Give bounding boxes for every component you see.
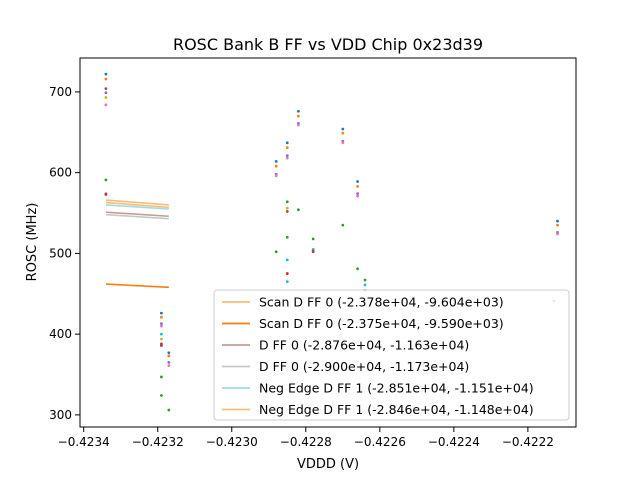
axes-frame: [79, 57, 577, 428]
scatter-point: [285, 154, 289, 158]
y-tick-label: 600: [49, 166, 72, 180]
scatter-point: [356, 184, 360, 188]
scatter-point: [296, 114, 300, 118]
scatter-point: [356, 192, 360, 196]
scatter-point: [285, 210, 289, 213]
scatter-point: [167, 408, 171, 412]
legend-box: [213, 289, 570, 421]
scatter-point: [285, 235, 289, 239]
scatter-point: [296, 208, 300, 212]
legend-label: Scan D FF 0 (-2.378e+04, -9.604e+03): [259, 295, 504, 310]
scatter-point: [296, 123, 300, 127]
scatter-point: [341, 131, 345, 135]
y-axis-ticks: 300 400 500 600 700: [49, 85, 80, 422]
x-tick-label: −0.4232: [132, 435, 184, 449]
scatter-point: [160, 322, 163, 326]
scatter-point: [167, 361, 171, 364]
x-axis-label: VDDD (V): [297, 457, 359, 472]
scatter-point: [160, 324, 163, 328]
y-axis-label: ROSC (MHz): [25, 203, 40, 282]
scatter-point: [556, 223, 559, 227]
scatter-point: [285, 206, 289, 210]
scatter-point: [160, 332, 163, 336]
scatter-point: [167, 354, 171, 358]
scatter-point: [104, 178, 108, 182]
y-tick-label: 700: [49, 85, 72, 99]
scatter-point: [341, 127, 345, 131]
scatter-point: [363, 283, 367, 287]
scatter-point: [167, 351, 171, 355]
legend-entries: Scan D FF 0 (-2.378e+04, -9.604e+03) Scan…: [222, 295, 534, 417]
scatter-point: [104, 91, 108, 95]
scatter-point: [104, 103, 108, 107]
y-tick-label: 500: [49, 246, 72, 260]
scatter-point: [556, 219, 559, 223]
scatter-point: [104, 87, 108, 91]
scatter-point: [356, 267, 360, 271]
scatter-point: [556, 232, 559, 236]
scatter-point: [274, 174, 278, 178]
x-tick-label: −0.4224: [428, 435, 480, 449]
scatter-point: [341, 141, 345, 145]
legend-label: Neg Edge D FF 1 (-2.846e+04, -1.148e+04): [259, 402, 534, 417]
scatter-point: [104, 193, 108, 196]
fit-line: [105, 211, 169, 218]
scatter-point: [104, 72, 108, 76]
plot-area: [79, 57, 577, 428]
scatter-point: [285, 258, 289, 262]
x-tick-label: −0.4228: [280, 435, 332, 449]
scatter-point: [356, 194, 360, 198]
scatter-point: [167, 364, 171, 368]
scatter-point: [285, 272, 289, 275]
fit-line: [105, 201, 169, 209]
scatter-points: [104, 72, 559, 412]
scatter-point: [160, 315, 163, 319]
legend-label: D FF 0 (-2.900e+04, -1.173e+04): [259, 359, 469, 374]
x-tick-label: −0.4226: [354, 435, 406, 449]
scatter-point: [311, 237, 315, 241]
y-tick-label: 300: [49, 408, 72, 422]
scatter-point: [341, 223, 345, 227]
scatter-point: [285, 200, 289, 204]
fit-line: [105, 213, 169, 220]
scatter-point: [160, 394, 163, 397]
scatter-point: [160, 375, 163, 379]
fit-line: [105, 199, 169, 206]
scatter-point: [285, 280, 289, 284]
scatter-point: [285, 141, 289, 145]
scatter-point: [274, 159, 278, 163]
fit-lines: [105, 199, 169, 289]
scatter-point: [274, 250, 278, 254]
x-tick-label: −0.4222: [502, 435, 554, 449]
scatter-point: [274, 164, 278, 168]
scatter-point: [160, 342, 163, 346]
scatter-point: [285, 156, 289, 160]
x-tick-label: −0.4230: [206, 435, 258, 449]
chart-title: ROSC Bank B FF vs VDD Chip 0x23d39: [173, 35, 483, 54]
x-axis-ticks: −0.4234 −0.4232 −0.4230 −0.4228 −0.4226 −0.42…: [58, 427, 554, 449]
scatter-point: [285, 146, 289, 150]
fit-line: [105, 283, 169, 289]
y-tick-label: 400: [49, 327, 72, 341]
scatter-point: [296, 109, 300, 113]
scatter-point: [311, 249, 315, 253]
legend-label: Scan D FF 0 (-2.375e+04, -9.590e+03): [259, 316, 504, 331]
scatter-point: [104, 77, 108, 81]
scatter-point: [363, 278, 367, 282]
scatter-point: [356, 180, 360, 183]
legend: Scan D FF 0 (-2.378e+04, -9.604e+03) Scan…: [213, 289, 570, 421]
scatter-point: [160, 311, 163, 315]
legend-label: Neg Edge D FF 1 (-2.851e+04, -1.151e+04): [259, 381, 534, 396]
fit-line: [105, 204, 169, 210]
legend-label: D FF 0 (-2.876e+04, -1.163e+04): [259, 338, 469, 353]
scatter-point: [160, 337, 163, 341]
scatter-point: [104, 96, 108, 99]
x-tick-label: −0.4234: [58, 435, 110, 449]
